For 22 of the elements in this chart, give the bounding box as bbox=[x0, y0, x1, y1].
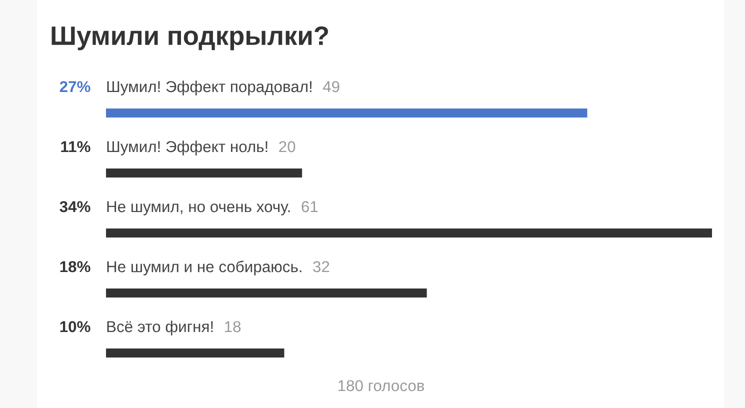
annotation: 32 bbox=[313, 261, 330, 272]
bar bbox=[106, 108, 588, 118]
bar bbox=[106, 288, 427, 298]
annotation: 18 bbox=[225, 321, 241, 332]
annotation: 20 bbox=[279, 141, 296, 152]
y-tick-label: Не шумил и не собираюсь. bbox=[107, 260, 302, 276]
y-tick-label: Шумил! Эффект порадовал! bbox=[107, 80, 312, 96]
annotation: 49 bbox=[322, 81, 340, 92]
y-tick-label: Шумил! Эффект ноль! bbox=[107, 140, 268, 156]
data-label: 34% bbox=[60, 201, 90, 212]
y-tick-label: Всё это фигня! bbox=[107, 320, 213, 336]
annotation: 61 bbox=[302, 201, 318, 212]
bar bbox=[106, 168, 302, 178]
data-label: 27% bbox=[60, 81, 90, 92]
bar bbox=[106, 228, 712, 238]
annotation: 180 голосов bbox=[338, 380, 424, 392]
y-tick-label: Не шумил, но очень хочу. bbox=[107, 201, 290, 216]
data-label: 11% bbox=[61, 141, 90, 152]
bar bbox=[106, 348, 284, 358]
data-label: 10% bbox=[60, 321, 90, 332]
data-label: 18% bbox=[60, 261, 90, 272]
chart-title: Шумили подкрылки? bbox=[52, 26, 328, 50]
